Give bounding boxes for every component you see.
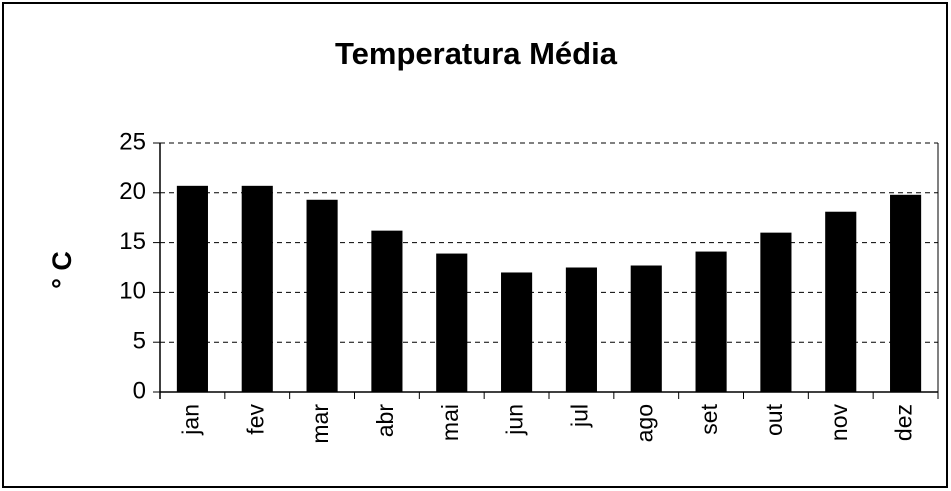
y-tick-label: 10 — [119, 278, 146, 305]
y-tick-label: 0 — [133, 377, 146, 404]
bar — [565, 267, 597, 392]
x-tick-label: set — [696, 403, 722, 434]
x-tick-label: mai — [437, 404, 463, 441]
x-tick-label: fev — [242, 404, 268, 435]
bar — [825, 211, 857, 392]
y-tick-label: 5 — [133, 328, 146, 355]
bar — [760, 232, 792, 392]
bar — [695, 251, 727, 392]
y-tick-label: 20 — [119, 178, 146, 205]
bar — [176, 185, 208, 392]
x-tick-label: mar — [307, 404, 333, 444]
bar — [501, 272, 533, 392]
x-tick-label: dez — [891, 404, 917, 441]
chart-title: Temperatura Média — [335, 36, 618, 71]
x-tick-label: jul — [566, 404, 592, 428]
x-tick-label: abr — [372, 404, 398, 438]
bar — [306, 199, 338, 392]
y-axis-label: ° C — [47, 251, 77, 289]
x-tick-label: jan — [177, 404, 203, 436]
y-tick-label: 25 — [119, 128, 146, 155]
bar — [436, 253, 468, 392]
bar — [890, 194, 922, 392]
x-tick-label: ago — [631, 404, 657, 442]
x-tick-label: out — [761, 403, 787, 436]
y-tick-label: 15 — [119, 228, 146, 255]
bar — [371, 230, 403, 392]
bar — [241, 185, 273, 392]
x-tick-label: jun — [502, 404, 528, 436]
x-tick-label: nov — [826, 404, 852, 442]
bar — [630, 265, 662, 392]
